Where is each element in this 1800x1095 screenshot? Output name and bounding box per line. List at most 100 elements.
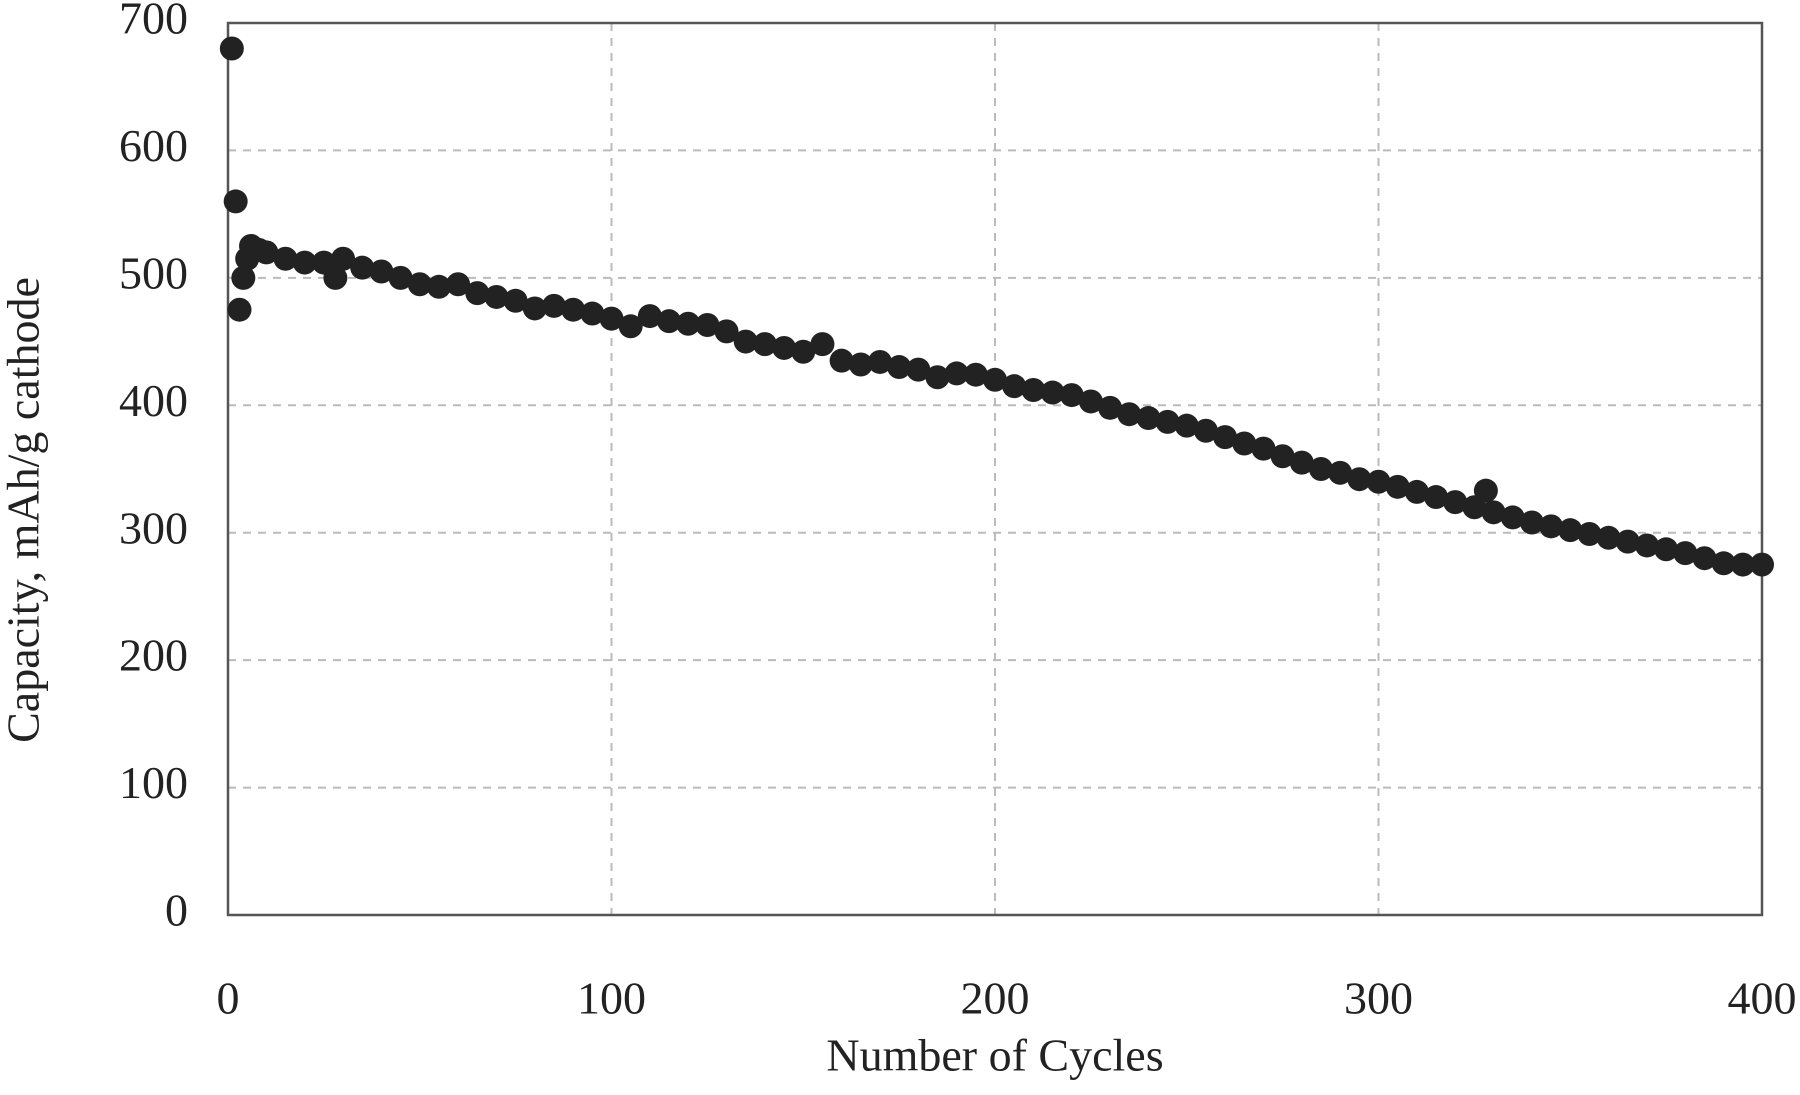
marker <box>676 311 701 336</box>
plot-frame <box>226 21 1764 917</box>
marker <box>388 265 413 290</box>
marker <box>273 246 298 271</box>
marker <box>1404 479 1429 504</box>
marker <box>522 296 547 321</box>
marker <box>227 297 252 322</box>
x-tick-label: 0 <box>217 973 240 1024</box>
marker <box>541 293 566 318</box>
marker <box>1078 389 1103 414</box>
marker <box>1711 551 1736 576</box>
marker <box>1136 406 1161 431</box>
marker <box>580 301 605 326</box>
marker <box>1424 485 1449 510</box>
marker <box>1481 500 1506 525</box>
marker <box>983 367 1007 392</box>
marker <box>791 339 816 364</box>
marker <box>599 306 624 331</box>
marker <box>906 357 931 382</box>
marker <box>637 304 662 329</box>
marker <box>657 309 682 334</box>
y-tick-label: 0 <box>165 885 188 936</box>
marker <box>1654 537 1679 562</box>
marker <box>1385 474 1410 499</box>
marker <box>231 265 256 290</box>
x-tick-label: 400 <box>1728 973 1797 1024</box>
marker <box>1558 518 1583 543</box>
marker <box>963 362 988 387</box>
marker <box>1059 383 1084 408</box>
marker <box>1270 444 1295 469</box>
marker <box>1193 418 1218 443</box>
marker <box>772 335 797 360</box>
marker <box>867 349 892 374</box>
marker <box>1213 425 1238 450</box>
marker <box>1473 478 1498 503</box>
marker <box>1443 490 1468 515</box>
marker <box>1366 469 1391 494</box>
marker <box>219 36 244 61</box>
marker <box>925 365 950 390</box>
marker <box>1040 380 1065 405</box>
marker <box>1500 505 1525 530</box>
marker <box>1596 525 1621 550</box>
marker <box>1692 546 1717 571</box>
marker <box>484 284 509 309</box>
marker <box>426 274 451 299</box>
y-tick-label: 300 <box>119 502 188 553</box>
marker <box>733 329 758 354</box>
marker <box>829 348 854 373</box>
x-tick-label: 300 <box>1344 973 1413 1024</box>
x-axis-label: Number of Cycles <box>826 1030 1163 1081</box>
marker <box>369 259 394 284</box>
marker <box>446 272 471 297</box>
marker <box>848 352 873 377</box>
marker <box>695 313 720 338</box>
marker <box>561 297 586 322</box>
y-tick-label: 500 <box>119 247 188 298</box>
marker <box>1174 413 1199 438</box>
marker <box>223 189 248 214</box>
y-tick-label: 100 <box>119 757 188 808</box>
marker <box>1539 514 1564 539</box>
marker <box>1328 460 1353 485</box>
marker <box>1347 467 1372 492</box>
y-tick-label: 400 <box>119 375 188 426</box>
marker <box>1289 450 1314 475</box>
marker <box>1021 377 1046 402</box>
marker <box>1519 510 1544 535</box>
marker <box>1634 533 1659 558</box>
marker <box>810 332 835 357</box>
marker <box>292 250 317 275</box>
marker <box>752 332 777 357</box>
marker <box>1750 552 1774 577</box>
marker <box>350 255 375 280</box>
marker <box>1615 529 1640 554</box>
y-tick-label: 600 <box>119 120 188 171</box>
marker <box>618 314 643 339</box>
y-tick-label: 700 <box>119 0 188 44</box>
marker <box>1002 374 1027 399</box>
marker <box>1251 436 1276 461</box>
marker <box>254 240 279 265</box>
marker <box>1155 409 1180 434</box>
marker <box>465 281 490 306</box>
marker <box>714 319 739 344</box>
marker <box>503 288 528 313</box>
marker <box>1117 402 1142 427</box>
marker <box>407 272 432 297</box>
marker <box>1730 552 1755 577</box>
marker <box>1098 395 1123 420</box>
y-tick-label: 200 <box>119 630 188 681</box>
marker <box>1673 541 1698 566</box>
x-tick-label: 100 <box>577 973 646 1024</box>
marker <box>1577 521 1602 546</box>
marker <box>944 361 969 386</box>
marker <box>1232 431 1257 456</box>
marker <box>323 265 348 290</box>
marker <box>1308 457 1333 481</box>
marker <box>887 355 912 380</box>
y-axis-label: Capacity, mAh/g cathode <box>0 277 49 743</box>
x-tick-label: 200 <box>961 973 1030 1024</box>
